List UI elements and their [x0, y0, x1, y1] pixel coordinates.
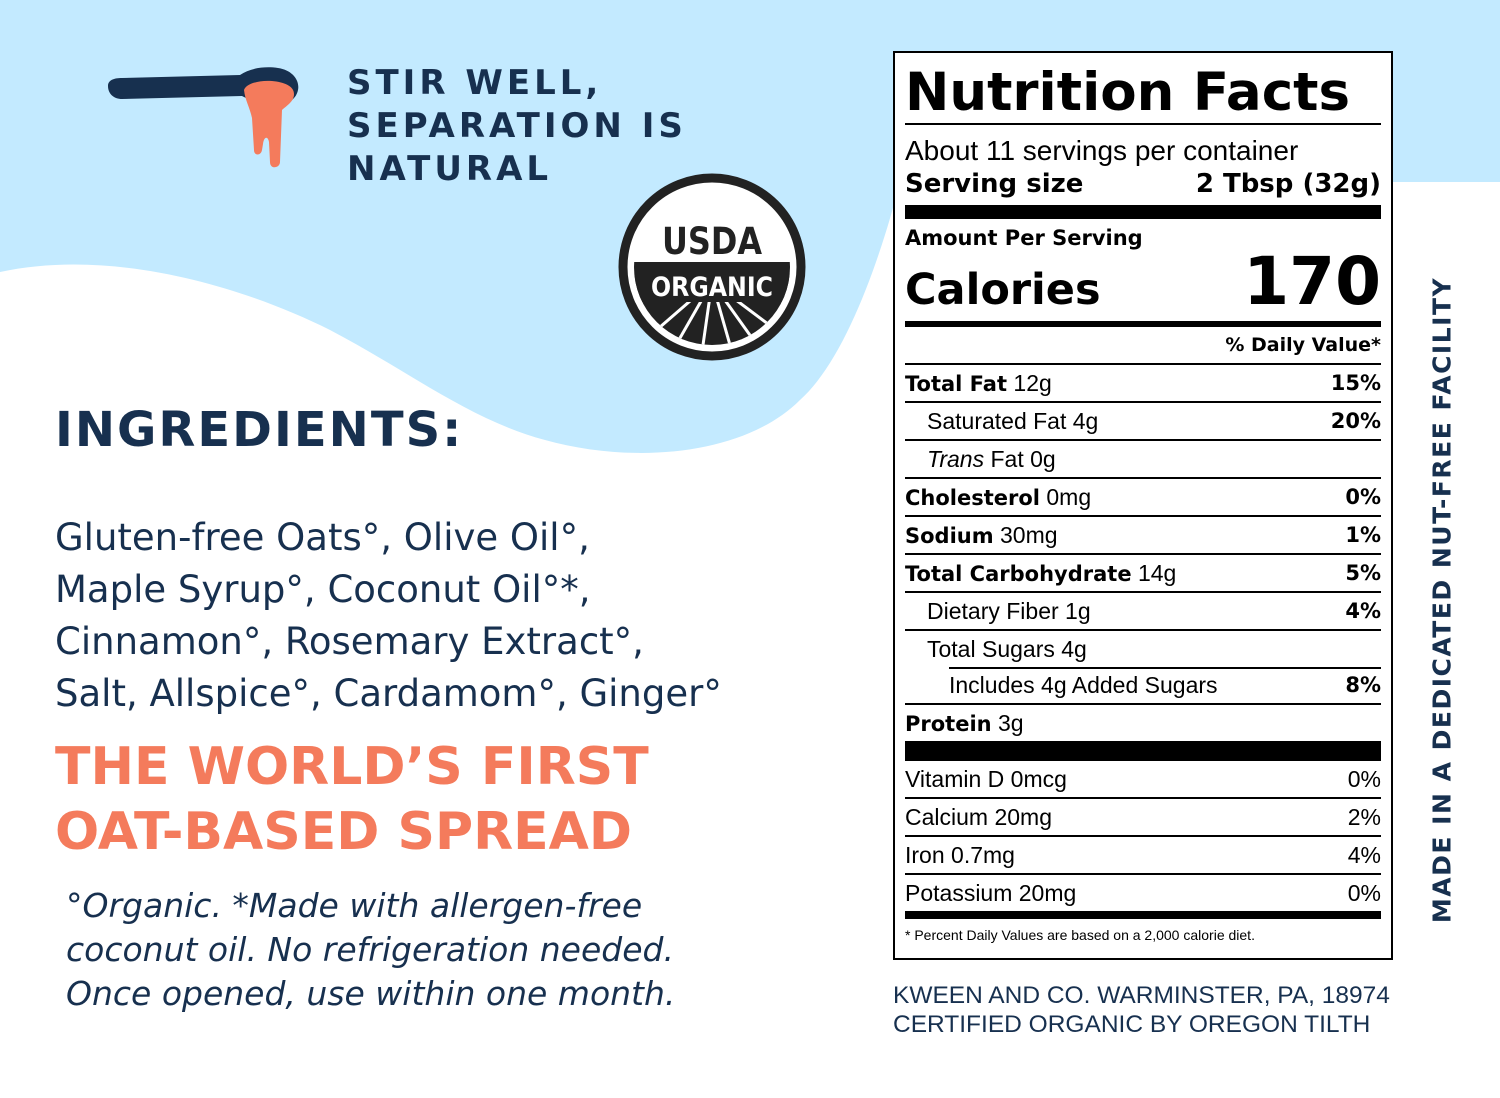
nutrient-dv: 8% [1345, 673, 1381, 697]
nutrient-label-italic: Trans [927, 445, 985, 472]
note-line: Once opened, use within one month. [66, 974, 676, 1013]
servings-per-container: About 11 servings per container [905, 135, 1299, 166]
vitamin-row: Calcium 20mg 2% [905, 797, 1381, 835]
daily-value-footnote: * Percent Daily Values are based on a 2,… [905, 927, 1255, 943]
nutrition-facts-panel: Nutrition Facts About 11 servings per co… [893, 51, 1393, 960]
ingredient-line: Gluten-free Oats°, Olive Oil°, [55, 516, 590, 559]
vitamin-label: Iron 0.7mg [905, 841, 1015, 868]
tagline: THE WORLD’S FIRST OAT-BASED SPREAD [55, 735, 649, 865]
nutrient-label: Includes 4g Added Sugars [949, 671, 1218, 698]
vitamin-row: Potassium 20mg 0% [905, 873, 1381, 911]
nutrient-label: Total Carbohydrate [905, 561, 1132, 586]
nutrient-amount: 0mg [1046, 483, 1092, 510]
nutrient-label: Protein [905, 711, 992, 736]
nutrient-dv: 15% [1330, 371, 1381, 395]
ingredients-heading: INGREDIENTS: [55, 402, 464, 458]
usda-text: USDA [662, 220, 762, 263]
vitamin-dv: 0% [1347, 765, 1381, 792]
nutrient-label: Fat 0g [990, 445, 1056, 472]
nutrient-row-saturated-fat: Saturated Fat 4g 20% [905, 401, 1381, 439]
company-line: CERTIFIED ORGANIC BY OREGON TILTH [893, 1011, 1371, 1038]
organic-text: ORGANIC [651, 272, 773, 303]
calories-value: 170 [1243, 243, 1381, 320]
tagline-line-2: OAT-BASED SPREAD [55, 802, 633, 862]
ingredient-line: Maple Syrup°, Coconut Oil°*, [55, 568, 591, 611]
nutrient-row-cholesterol: Cholesterol 0mg 0% [905, 477, 1381, 515]
stir-line-2: SEPARATION IS [347, 106, 687, 146]
company-info: KWEEN AND CO. WARMINSTER, PA, 18974 CERT… [893, 981, 1390, 1039]
nutrient-dv: 1% [1345, 523, 1381, 547]
vitamin-row: Vitamin D 0mcg 0% [905, 761, 1381, 797]
nutrient-amount: 12g [1013, 369, 1052, 396]
note-line: coconut oil. No refrigeration needed. [66, 930, 674, 969]
daily-value-header: % Daily Value* [1225, 334, 1381, 356]
nutrient-row-total-fat: Total Fat 12g 15% [905, 363, 1381, 401]
nutrient-dv: 4% [1345, 599, 1381, 623]
ingredients-list: Gluten-free Oats°, Olive Oil°, Maple Syr… [55, 512, 722, 720]
vitamin-label: Potassium 20mg [905, 879, 1077, 906]
calories-label: Calories [905, 265, 1101, 315]
vitamin-dv: 2% [1347, 803, 1381, 830]
nutrient-row-added-sugars: Includes 4g Added Sugars 8% [905, 667, 1381, 703]
organic-note: °Organic. *Made with allergen-free cocon… [66, 884, 675, 1016]
vitamin-label: Vitamin D 0mcg [905, 765, 1067, 792]
nutrient-row-protein: Protein 3g [905, 703, 1381, 741]
note-line: °Organic. *Made with allergen-free [66, 886, 643, 925]
usda-organic-seal: USDA ORGANIC [618, 173, 806, 361]
vitamin-dv: 4% [1347, 841, 1381, 868]
stir-well-notice: STIR WELL, SEPARATION IS NATURAL [347, 62, 687, 191]
stir-line-1: STIR WELL, [347, 63, 603, 103]
vitamins-list: Vitamin D 0mcg 0% Calcium 20mg 2% Iron 0… [905, 761, 1381, 911]
ingredient-line: Salt, Allspice°, Cardamom°, Ginger° [55, 672, 722, 715]
nutrient-amount: 30mg [1000, 521, 1058, 548]
nutrient-row-total-carbohydrate: Total Carbohydrate 14g 5% [905, 553, 1381, 591]
vitamin-label: Calcium 20mg [905, 803, 1052, 830]
company-line: KWEEN AND CO. WARMINSTER, PA, 18974 [893, 982, 1390, 1009]
stir-line-3: NATURAL [347, 149, 553, 189]
nut-free-facility-text: MADE IN A DEDICATED NUT-FREE FACILITY [1427, 276, 1457, 924]
amount-per-serving: Amount Per Serving [905, 226, 1143, 250]
ingredient-line: Cinnamon°, Rosemary Extract°, [55, 620, 644, 663]
nutrient-row-sodium: Sodium 30mg 1% [905, 515, 1381, 553]
nutrient-label: Saturated Fat 4g [927, 407, 1099, 434]
nutrient-row-total-sugars: Total Sugars 4g [905, 629, 1381, 667]
nutrient-row-trans-fat: Trans Fat 0g [905, 439, 1381, 477]
spoon-icon [108, 67, 299, 168]
nutrient-amount: 14g [1137, 559, 1177, 586]
serving-size-value: 2 Tbsp (32g) [1195, 169, 1381, 199]
nutrient-label: Cholesterol [905, 485, 1040, 510]
nutrient-label: Total Fat [905, 371, 1008, 396]
calories-row: Calories 170 [905, 243, 1381, 320]
serving-size-label: Serving size [905, 169, 1084, 199]
nutrient-label: Total Sugars 4g [927, 635, 1087, 662]
nutrient-row-dietary-fiber: Dietary Fiber 1g 4% [905, 591, 1381, 629]
nutrient-label: Sodium [905, 523, 994, 548]
vitamin-dv: 0% [1347, 879, 1381, 906]
nutrient-dv: 20% [1330, 409, 1381, 433]
nutrient-dv: 0% [1345, 485, 1381, 509]
vitamin-row: Iron 0.7mg 4% [905, 835, 1381, 873]
nutrient-amount: 3g [998, 709, 1024, 736]
nutrient-dv: 5% [1345, 561, 1381, 585]
nutrition-facts-title: Nutrition Facts [905, 62, 1350, 123]
tagline-line-1: THE WORLD’S FIRST [55, 737, 649, 797]
nutrient-label: Dietary Fiber 1g [927, 597, 1091, 624]
serving-size-row: Serving size 2 Tbsp (32g) [905, 167, 1381, 201]
